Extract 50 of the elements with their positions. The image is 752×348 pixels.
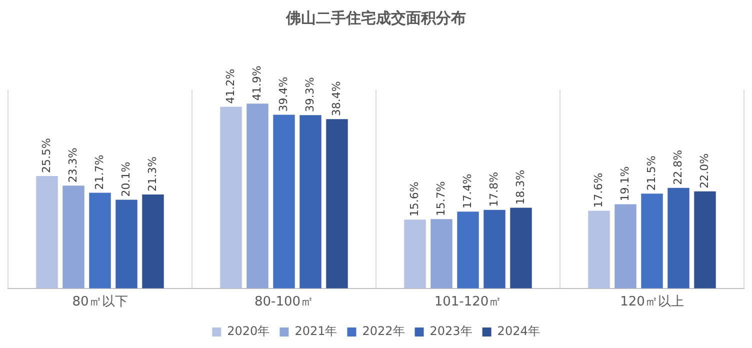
bar [273, 114, 295, 288]
data-label: 18.3% [514, 170, 527, 205]
data-label: 38.4% [330, 81, 343, 116]
legend-label: 2020年 [227, 324, 270, 338]
bar [62, 186, 84, 288]
data-label: 39.4% [276, 76, 290, 112]
legend-label: 2023年 [430, 324, 472, 338]
bar [430, 219, 452, 288]
data-label: 22.8% [671, 150, 684, 185]
bar [510, 208, 532, 288]
data-label: 19.1% [618, 166, 632, 202]
legend-label: 2022年 [362, 324, 405, 338]
x-tick-label: 80㎡以下 [72, 294, 128, 310]
data-label: 21.7% [92, 154, 106, 190]
bar [36, 176, 58, 288]
data-label: 15.6% [408, 182, 421, 217]
bar [300, 115, 322, 288]
bar [641, 194, 663, 288]
bar [246, 104, 268, 288]
bar [457, 212, 479, 288]
x-tick-label: 101-120㎡ [434, 294, 502, 310]
bar [588, 210, 610, 288]
data-label: 41.2% [224, 68, 237, 104]
x-tick-label: 80-100㎡ [254, 294, 314, 310]
data-label: 41.9% [250, 66, 264, 101]
bar [404, 220, 426, 288]
bar [89, 192, 111, 288]
chart-title: 佛山二手住宅成交面积分布 [285, 8, 466, 27]
bar [142, 194, 164, 288]
bar [116, 200, 138, 288]
bar [614, 204, 636, 288]
data-label: 20.1% [119, 162, 132, 197]
data-label: 22.0% [698, 153, 711, 188]
data-label: 23.3% [66, 148, 80, 183]
data-label: 25.5% [40, 138, 53, 173]
data-label: 15.7% [434, 181, 448, 216]
bar [668, 188, 690, 288]
data-label: 39.3% [303, 77, 316, 112]
data-label: 17.6% [592, 172, 605, 208]
data-label: 21.3% [146, 156, 159, 192]
bar [326, 119, 348, 288]
data-label: 17.8% [487, 172, 500, 207]
legend-label: 2024年 [497, 324, 540, 338]
x-tick-label: 120㎡以上 [620, 294, 684, 310]
bar [220, 106, 242, 288]
data-label: 21.5% [644, 156, 658, 191]
bar [694, 191, 716, 288]
legend-label: 2021年 [294, 324, 338, 338]
data-label: 17.4% [460, 174, 474, 209]
bar [484, 210, 506, 288]
